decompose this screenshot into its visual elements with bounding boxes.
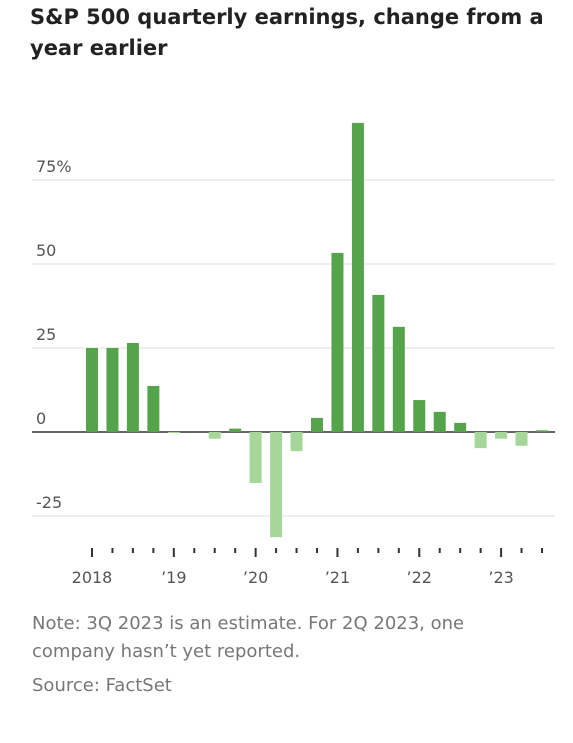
x-tick-label: ’20 [243, 568, 268, 587]
x-tick-label: 2018 [72, 568, 113, 587]
bar [433, 411, 446, 432]
bar [126, 342, 139, 432]
bar [536, 430, 548, 432]
bar [454, 422, 467, 432]
bar [86, 348, 98, 432]
bar [392, 326, 405, 432]
y-tick-label: 25 [36, 325, 56, 344]
bar [515, 432, 528, 446]
bar [331, 252, 344, 432]
bar [311, 417, 323, 432]
bar [495, 432, 508, 439]
note: Note: 3Q 2023 is an estimate. For 2Q 202… [32, 613, 465, 662]
x-tick-label: ’19 [161, 568, 186, 587]
bar [474, 432, 487, 449]
chart-title: S&P 500 quarterly earnings, change from … [30, 5, 544, 60]
chart: 75% 50 25 0 -25 2018 ’19 ’20 ’21 ’22 ’23 [32, 122, 555, 587]
bar [147, 385, 160, 432]
x-tick-label: ’21 [325, 568, 350, 587]
bar [413, 400, 426, 432]
y-tick-label: 0 [36, 409, 46, 428]
bar [208, 432, 221, 439]
x-tick-label: ’22 [407, 568, 432, 587]
y-tick-label: 75% [36, 157, 72, 176]
bar [372, 294, 385, 432]
source: Source: FactSet [32, 675, 172, 696]
bar [270, 432, 283, 538]
x-tick-label: ’23 [488, 568, 513, 587]
y-tick-label: 50 [36, 241, 56, 260]
bar [351, 122, 364, 432]
y-tick-label: -25 [36, 493, 62, 512]
bar [229, 428, 242, 432]
bar [167, 432, 180, 434]
bar [106, 348, 119, 432]
bar [290, 432, 303, 452]
bar [249, 432, 262, 484]
